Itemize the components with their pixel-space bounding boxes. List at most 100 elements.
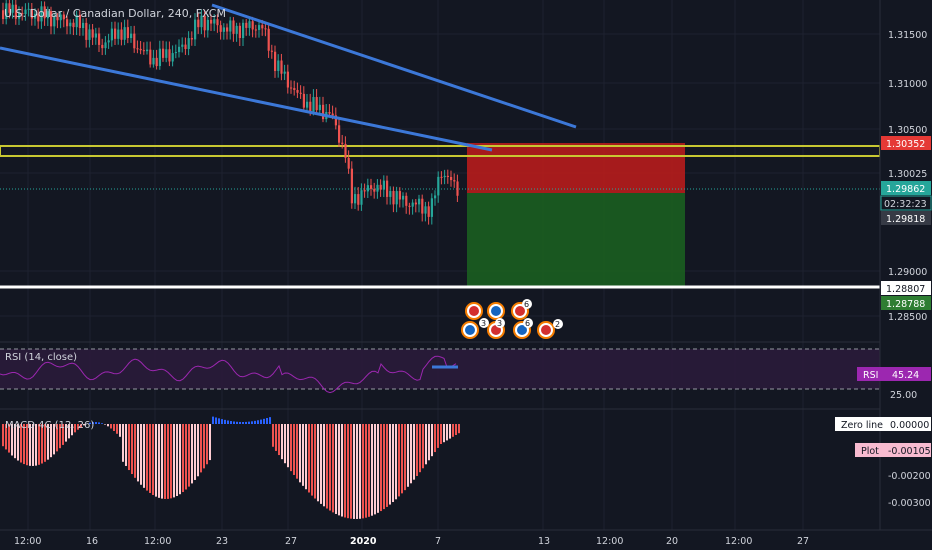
candle-body — [411, 202, 414, 207]
candle-body — [216, 19, 219, 26]
macd-bar — [338, 424, 340, 516]
zero-line-badge-bg — [835, 417, 931, 431]
lower-trendline[interactable] — [0, 46, 493, 152]
time-tick: 23 — [216, 536, 228, 547]
time-tick: 12:00 — [144, 536, 171, 547]
macd-bar — [29, 424, 31, 466]
macd-bar — [8, 424, 10, 453]
macd-bar — [425, 424, 427, 465]
macd-bar — [428, 424, 430, 461]
candle-body — [389, 191, 392, 197]
macd-bar — [194, 424, 196, 480]
event-flag-icon[interactable] — [465, 302, 483, 320]
candle-body — [283, 71, 286, 74]
candle-body — [24, 9, 27, 15]
macd-bar — [329, 424, 331, 511]
candle-body — [174, 52, 177, 54]
macd-bar — [305, 424, 307, 490]
macd-bar — [263, 418, 265, 424]
macd-bar — [326, 424, 328, 509]
candle-body — [443, 175, 446, 178]
candle-body — [296, 90, 299, 93]
candle-body — [229, 20, 232, 32]
event-flag-icon[interactable] — [537, 321, 555, 339]
event-flag-icon[interactable] — [511, 302, 529, 320]
macd-bar — [74, 424, 76, 433]
candle-body — [130, 33, 133, 39]
candle-body — [424, 206, 427, 214]
candle-body — [162, 48, 165, 58]
macd-bar — [293, 424, 295, 475]
candle-body — [165, 49, 168, 58]
macd-bar — [422, 424, 424, 469]
plot-value: -0.00105 — [888, 446, 931, 457]
macd-bar — [164, 424, 166, 499]
price-axis[interactable] — [880, 0, 932, 530]
candle-body — [258, 25, 261, 30]
macd-bar — [5, 424, 7, 450]
candle-body — [226, 27, 229, 32]
macd-bar — [137, 424, 139, 482]
candle-body — [136, 48, 139, 50]
macd-bar — [395, 424, 397, 500]
candle-body — [456, 181, 459, 196]
resistance-level-band[interactable] — [0, 145, 881, 157]
candle-body — [178, 46, 181, 53]
candle-body — [373, 188, 376, 192]
candle-body — [2, 10, 5, 20]
candle-body — [59, 14, 62, 21]
macd-bar — [38, 424, 40, 465]
event-flag-icon[interactable] — [461, 321, 479, 339]
candle-body — [392, 191, 395, 205]
macd-bar — [62, 424, 64, 445]
macd-bar — [266, 418, 268, 424]
macd-bar — [215, 417, 217, 424]
svg-text:6: 6 — [525, 319, 530, 328]
macd-bar — [335, 424, 337, 514]
candle-body — [139, 48, 142, 51]
macd-bar — [161, 424, 163, 499]
stop-loss-zone[interactable] — [467, 143, 685, 193]
candle-body — [267, 28, 270, 51]
candle-body — [309, 101, 312, 112]
macd-bar — [218, 418, 220, 424]
macd-bar — [344, 424, 346, 518]
candle-body — [43, 6, 46, 19]
macd-bar — [419, 424, 421, 473]
event-flag-icon[interactable] — [487, 302, 505, 320]
macd-bar — [296, 424, 298, 479]
countdown-label: 02:32:23 — [884, 199, 927, 210]
candle-body — [94, 33, 97, 38]
macd-bar — [431, 424, 433, 457]
candle-body — [277, 60, 280, 71]
time-tick: 20 — [666, 536, 678, 547]
macd-bar — [356, 424, 358, 519]
rsi-badge-value: 45.24 — [892, 370, 919, 381]
candle-body — [354, 194, 357, 204]
candle-body — [370, 185, 373, 189]
macd-bar — [446, 424, 448, 441]
macd-bar — [365, 424, 367, 518]
macd-bar — [455, 424, 457, 435]
macd-bar — [299, 424, 301, 483]
macd-bar — [104, 424, 106, 425]
candle-body — [50, 11, 53, 27]
mid-level-label-bg — [881, 211, 931, 225]
macd-bar — [83, 424, 85, 426]
macd-bar — [110, 424, 112, 429]
candle-body — [286, 71, 289, 88]
economic-events[interactable]: 6 3 3 6 2 — [461, 299, 563, 339]
candle-body — [418, 198, 421, 205]
macd-bar — [80, 424, 82, 428]
price-tick: 1.29000 — [888, 267, 927, 278]
time-tick: 7 — [435, 536, 441, 547]
candle-body — [293, 88, 296, 91]
candle-body — [344, 143, 347, 158]
take-profit-zone[interactable] — [467, 193, 685, 287]
upper-trendline[interactable] — [211, 3, 577, 129]
candle-body — [360, 190, 363, 205]
candle-body — [414, 202, 417, 205]
time-tick: 13 — [538, 536, 550, 547]
macd-bar — [374, 424, 376, 515]
